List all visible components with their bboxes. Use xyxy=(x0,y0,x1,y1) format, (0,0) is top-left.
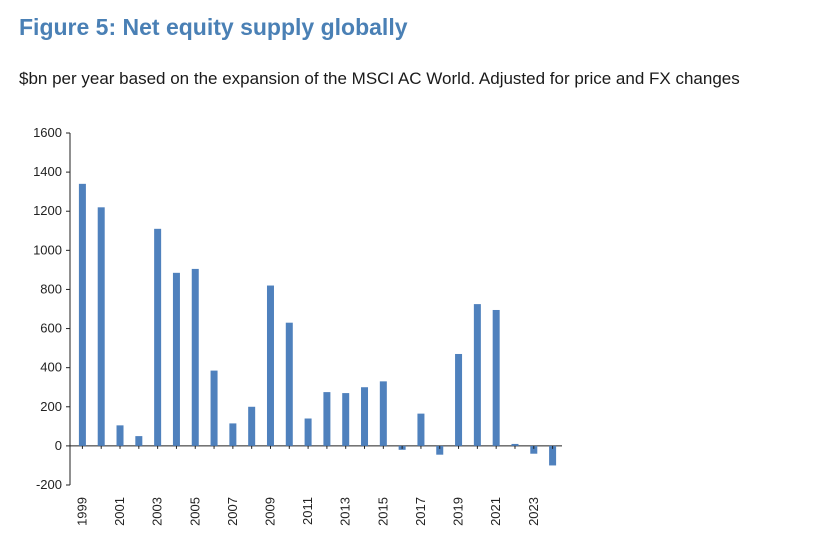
bar-2015 xyxy=(379,381,387,446)
y-axis-ticks: -200 0 200 400 600 800 1000 1200 1400 1600 xyxy=(33,125,70,492)
y-tick-label: 200 xyxy=(40,399,62,414)
bar-2013 xyxy=(342,393,350,446)
x-tick-label: 2023 xyxy=(526,497,541,526)
x-tick-label: 2013 xyxy=(338,497,353,526)
bar-2004 xyxy=(172,272,180,446)
bar-2003 xyxy=(154,228,162,446)
bar-2006 xyxy=(210,370,218,446)
x-tick-label: 2001 xyxy=(112,497,127,526)
bar-series xyxy=(78,183,557,466)
x-tick-label: 2017 xyxy=(413,497,428,526)
bar-2001 xyxy=(116,425,124,446)
y-tick-label: -200 xyxy=(36,477,62,492)
bar-2021 xyxy=(492,309,500,446)
bar-2009 xyxy=(266,285,274,446)
x-tick-label: 2009 xyxy=(262,497,277,526)
bar-2010 xyxy=(285,322,293,446)
x-tick-label: 2021 xyxy=(488,497,503,526)
bar-2008 xyxy=(248,406,256,446)
figure-title: Figure 5: Net equity supply globally xyxy=(19,14,408,40)
x-tick-label: 1999 xyxy=(74,497,89,526)
y-tick-label: 0 xyxy=(55,438,62,453)
bar-2018 xyxy=(436,445,444,455)
x-tick-label: 2007 xyxy=(225,497,240,526)
bar-2017 xyxy=(417,413,425,446)
bar-2002 xyxy=(135,436,143,446)
bar-2024 xyxy=(549,445,557,466)
bar-2012 xyxy=(323,392,331,446)
figure-subtitle: $bn per year based on the expansion of t… xyxy=(19,69,740,88)
y-tick-label: 600 xyxy=(40,321,62,336)
x-tick-label: 2005 xyxy=(187,497,202,526)
bar-2022 xyxy=(511,443,519,446)
x-axis-ticks: 1999 2001 2003 2005 2007 2009 2011 2013 2015 2017… xyxy=(74,445,554,526)
y-tick-label: 1400 xyxy=(33,164,62,179)
x-tick-label: 2011 xyxy=(300,497,315,525)
x-tick-label: 2015 xyxy=(375,497,390,526)
bar-2019 xyxy=(455,353,463,446)
y-tick-label: 1600 xyxy=(33,125,62,140)
bar-2011 xyxy=(304,418,312,446)
y-tick-label: 400 xyxy=(40,360,62,375)
bar-2005 xyxy=(191,268,199,446)
bar-2007 xyxy=(229,423,237,446)
bar-1999 xyxy=(78,183,86,446)
bar-2000 xyxy=(97,207,105,446)
x-tick-label: 2003 xyxy=(150,497,165,526)
bar-2023 xyxy=(530,445,538,454)
y-tick-label: 1200 xyxy=(33,203,62,218)
bar-2014 xyxy=(361,387,369,446)
y-tick-label: 1000 xyxy=(33,242,62,257)
x-tick-label: 2019 xyxy=(451,497,466,526)
bar-2020 xyxy=(473,304,481,446)
y-tick-label: 800 xyxy=(40,281,62,296)
